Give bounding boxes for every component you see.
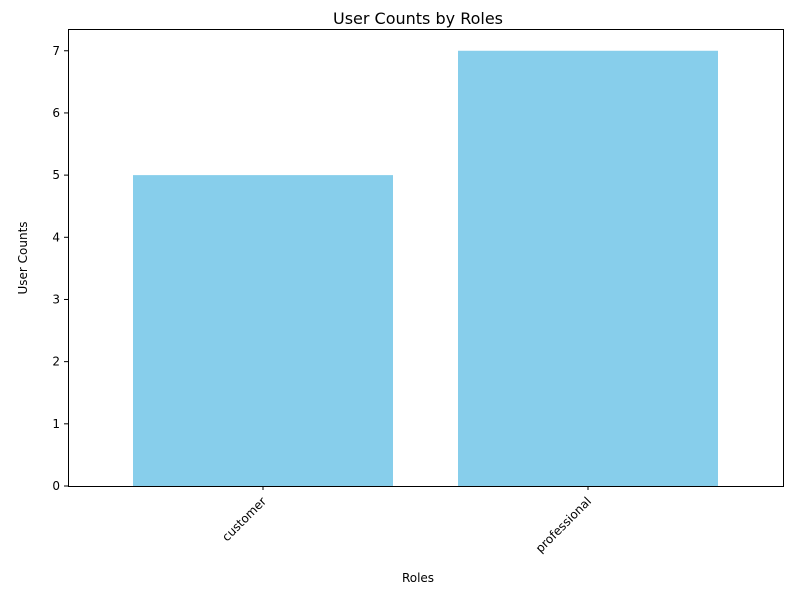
bars-group [133,50,718,487]
bar-customer [133,175,393,486]
x-axis-label: Roles [402,571,434,585]
y-axis-ticks: 0 1 2 3 4 5 6 7 [52,44,68,493]
y-tick-label: 4 [52,230,60,244]
y-tick-label: 3 [52,292,60,306]
y-tick-label: 0 [52,479,60,493]
y-tick-label: 5 [52,168,60,182]
y-tick-label: 6 [52,106,60,120]
x-tick-label-customer: customer [219,494,269,544]
y-tick-label: 7 [52,44,60,58]
x-axis-ticks: customer professional [219,486,594,556]
y-tick-label: 2 [52,355,60,369]
bar-professional [458,50,718,487]
y-tick-label: 1 [52,417,60,431]
y-axis-label: User Counts [16,221,30,294]
plot-frame [68,29,784,487]
chart-title: User Counts by Roles [333,9,503,28]
x-tick-label-professional: professional [533,494,594,555]
